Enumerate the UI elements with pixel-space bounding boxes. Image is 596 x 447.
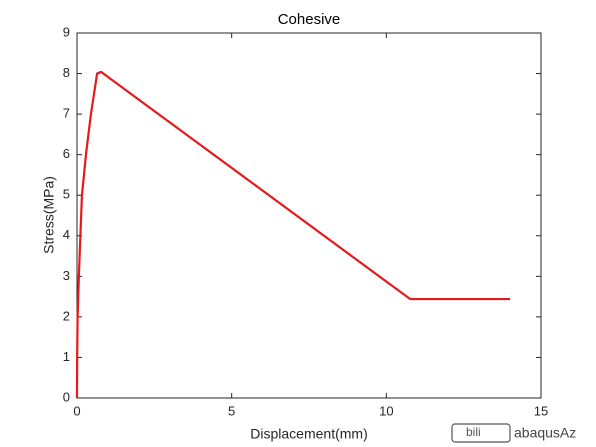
watermark-text: abaqusAz xyxy=(514,425,576,441)
data-line xyxy=(75,70,511,399)
y-tick-label: 1 xyxy=(63,349,70,364)
y-tick-label: 7 xyxy=(63,106,70,121)
x-tick-label: 0 xyxy=(73,403,80,418)
y-tick-label: 8 xyxy=(63,65,70,80)
y-tick-label: 3 xyxy=(63,268,70,283)
watermark-logo-text: bili xyxy=(466,425,481,439)
y-tick-label: 2 xyxy=(63,308,70,323)
plot-box xyxy=(76,32,542,399)
x-tick-label: 5 xyxy=(228,403,235,418)
y-tick-label: 5 xyxy=(63,187,70,202)
x-tick-label: 10 xyxy=(379,403,393,418)
x-tick-label: 15 xyxy=(534,403,548,418)
x-axis-label: Displacement(mm) xyxy=(250,426,367,442)
watermark-logo xyxy=(451,423,511,443)
y-tick-label: 9 xyxy=(63,24,70,39)
chart-title: Cohesive xyxy=(278,11,341,28)
y-axis-label: Stress(MPa) xyxy=(41,176,57,254)
watermark: bili abaqusAz xyxy=(451,423,576,443)
y-tick-label: 6 xyxy=(63,146,70,161)
y-tick-label: 4 xyxy=(63,227,70,242)
y-tick-label: 0 xyxy=(63,389,70,404)
